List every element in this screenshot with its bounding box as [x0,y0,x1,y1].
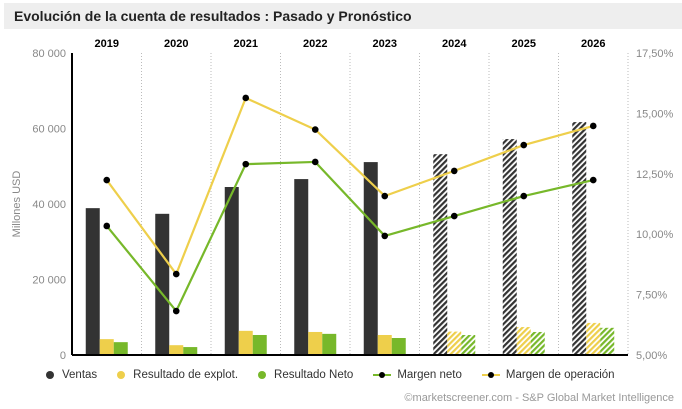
line-margen-neto-point [450,212,458,220]
y-axis-label: Millones USD [11,171,23,238]
bar-ventas [433,154,448,355]
y-tick-label: 60 000 [32,124,66,136]
line-margen-neto-point [311,158,319,166]
legend-line-marker-icon [373,370,392,380]
bar-resultado-explot [586,322,601,355]
legend-label: Ventas [62,369,98,381]
line-margen-operacion-point [520,141,528,149]
bar-ventas [363,162,378,355]
credit-text: ©marketscreener.com - S&P Global Market … [404,392,674,404]
x-category-label: 2025 [512,38,536,50]
y-tick-label: 20 000 [32,275,66,287]
bar-resultado-explot [99,339,114,355]
bar-resultado-neto [322,333,337,355]
line-margen-neto-point [242,160,250,168]
bar-resultado-neto [461,334,476,355]
chart-title-bar: Evolución de la cuenta de resultados : P… [4,3,682,29]
legend-label: Margen de operación [505,369,615,381]
line-margen-operacion-point [381,192,389,200]
x-category-label: 2020 [164,38,188,50]
line-margen-operacion-point [450,167,458,175]
bar-resultado-explot [238,330,253,355]
line-margen-neto-point [520,192,528,200]
x-category-label: 2021 [234,38,258,50]
bar-ventas [155,213,170,355]
bar-resultado-neto [530,331,545,355]
bar-resultado-neto [113,342,128,355]
chart-title: Evolución de la cuenta de resultados : P… [14,8,412,24]
bar-resultado-neto [600,327,615,355]
bar-resultado-explot [447,331,462,355]
bar-resultado-neto [391,338,406,355]
bar-ventas [85,208,100,355]
bar-resultado-neto [183,347,198,355]
legend-item-explot[interactable]: Resultado de explot. [117,369,238,381]
legend-dot-icon [258,371,267,379]
bar-ventas [224,187,239,355]
legend-item-margen-operacion[interactable]: Margen de operación [481,369,615,381]
line-margen-operacion-point [589,122,597,130]
bar-resultado-explot [169,345,184,355]
bar-resultado-neto [252,334,267,355]
legend-line-marker-icon [481,370,500,380]
line-margen-operacion [105,96,594,276]
y2-tick-label: 10,00% [636,229,674,241]
bar-ventas [502,139,517,355]
y2-tick-label: 15,00% [636,108,674,120]
line-margen-neto-point [589,176,597,184]
y2-tick-label: 5,00% [636,350,667,362]
legend-item-neto[interactable]: Resultado Neto [258,369,353,381]
y2-tick-label: 17,50% [636,48,674,60]
legend-label: Resultado Neto [274,369,354,381]
x-category-label: 2026 [581,38,605,50]
y2-tick-label: 12,50% [636,169,674,181]
legend-label: Margen neto [397,369,462,381]
x-category-label: 2022 [303,38,327,50]
y-tick-label: 40 000 [32,199,66,211]
legend-dot-icon [46,371,54,379]
x-category-label: 2024 [442,38,467,50]
bar-resultado-explot [308,331,323,355]
bar-resultado-explot [377,334,392,355]
legend-label: Resultado de explot. [133,369,239,381]
line-margen-operacion-point [311,126,319,133]
legend-item-margen-neto[interactable]: Margen neto [373,369,462,381]
bar-resultado-explot [516,327,531,355]
x-category-label: 2019 [95,38,119,50]
x-category-label: 2023 [373,38,397,50]
line-margen-operacion-point [242,94,250,102]
y-tick-label: 0 [60,350,66,362]
bar-ventas [572,122,587,356]
line-margen-neto [105,160,594,313]
line-margen-operacion-point [172,270,180,278]
bar-ventas [294,179,309,355]
line-margen-neto-point [172,307,180,315]
line-margen-neto-point [381,232,389,240]
y-tick-label: 80 000 [32,48,66,60]
chart-legend: Ventas Resultado de explot. Resultado Ne… [46,369,635,381]
line-margen-operacion-point [103,176,111,184]
line-margen-neto-point [103,222,111,230]
legend-dot-icon [117,371,126,379]
legend-item-ventas[interactable]: Ventas [46,369,97,381]
y2-tick-label: 7,50% [636,290,667,302]
